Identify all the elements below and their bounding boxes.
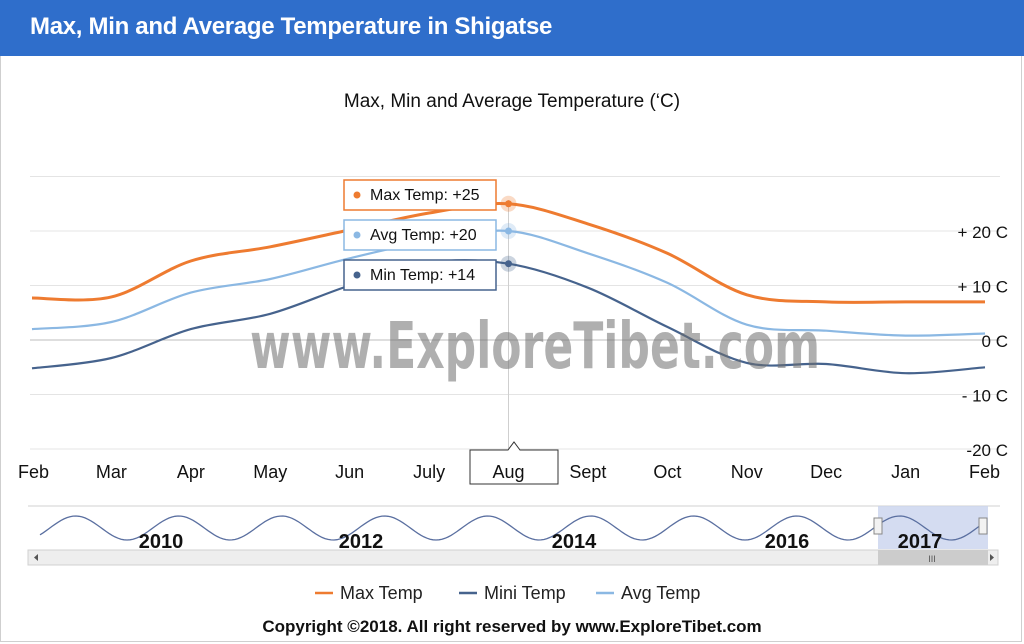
- x-tick-label: Mar: [96, 462, 127, 482]
- page-title: Max, Min and Average Temperature in Shig…: [30, 13, 553, 40]
- legend-label: Max Temp: [340, 583, 423, 603]
- x-tick-label: Jan: [891, 462, 920, 482]
- x-tick-label: Apr: [177, 462, 205, 482]
- y-tick-label: - 10 C: [962, 387, 1008, 406]
- navigator-handle[interactable]: [873, 517, 883, 535]
- x-tick-label: Nov: [731, 462, 763, 482]
- navigator-year-label: 2017: [898, 531, 943, 553]
- tooltip-box: [343, 259, 497, 291]
- chart-title: Max, Min and Average Temperature (‘C): [344, 91, 680, 112]
- hover-point: [505, 200, 512, 208]
- x-tick-label: Feb: [18, 462, 49, 482]
- watermark-text: www.ExploreTibet.com: [250, 310, 820, 384]
- tooltip-dot: [353, 231, 361, 239]
- x-tick-label: Oct: [653, 462, 681, 482]
- navigator-year-label: 2014: [552, 531, 597, 553]
- y-tick-label: + 10 C: [957, 278, 1008, 297]
- x-tick-label: July: [413, 462, 445, 482]
- chart-frame: [0, 56, 1022, 642]
- hover-point: [505, 260, 512, 268]
- page-header: Max, Min and Average Temperature in Shig…: [0, 0, 1024, 56]
- tooltip-dot: [353, 191, 361, 199]
- scrollbar-grip: III: [928, 554, 936, 564]
- navigator-handle[interactable]: [978, 517, 988, 535]
- tooltip-label: Max Temp: +25: [370, 187, 480, 204]
- x-label-highlight: [469, 441, 559, 485]
- y-tick-label: -20 C: [966, 441, 1008, 460]
- copyright-text: Copyright ©2018. All right reserved by w…: [262, 617, 762, 636]
- navigator-year-label: 2012: [339, 531, 384, 553]
- legend-label: Avg Temp: [621, 583, 700, 603]
- y-axis-labels: + 20 C + 10 C 0 C - 10 C -20 C: [957, 223, 1008, 460]
- tooltip-box: [343, 179, 497, 211]
- chart-legend: Max Temp Mini Temp Avg Temp: [315, 583, 700, 603]
- navigator-year-label: 2010: [139, 531, 184, 553]
- x-axis-labels: Feb Mar Apr May Jun July Aug Sept Oct Nov Dec Jan Fe…: [18, 441, 1000, 485]
- navigator-wave: [39, 515, 986, 541]
- x-tick-label: Dec: [810, 462, 842, 482]
- tooltip-label: Min Temp: +14: [370, 267, 475, 284]
- x-tick-label: Jun: [335, 462, 364, 482]
- x-tick-label: Sept: [569, 462, 606, 482]
- hover-point: [505, 227, 512, 235]
- tooltip-box: [343, 219, 497, 251]
- x-tick-label: May: [253, 462, 287, 482]
- y-tick-label: 0 C: [982, 332, 1008, 351]
- tooltip-dot: [353, 271, 361, 279]
- x-tick-label: Feb: [969, 462, 1000, 482]
- tooltip: Max Temp: +25 Avg Temp: +20 Min Temp: +14: [343, 179, 517, 291]
- legend-label: Mini Temp: [484, 583, 566, 603]
- navigator-year-label: 2016: [765, 531, 810, 553]
- scrollbar-thumb[interactable]: [878, 550, 988, 565]
- navigator-selection[interactable]: [878, 506, 988, 549]
- scroll-left-arrow-icon[interactable]: [34, 554, 38, 561]
- scroll-right-arrow-icon[interactable]: [990, 554, 994, 561]
- scrollbar-track[interactable]: [27, 549, 999, 566]
- y-tick-label: + 20 C: [957, 223, 1008, 242]
- x-tick-label: Aug: [492, 462, 524, 482]
- tooltip-label: Avg Temp: +20: [370, 227, 477, 244]
